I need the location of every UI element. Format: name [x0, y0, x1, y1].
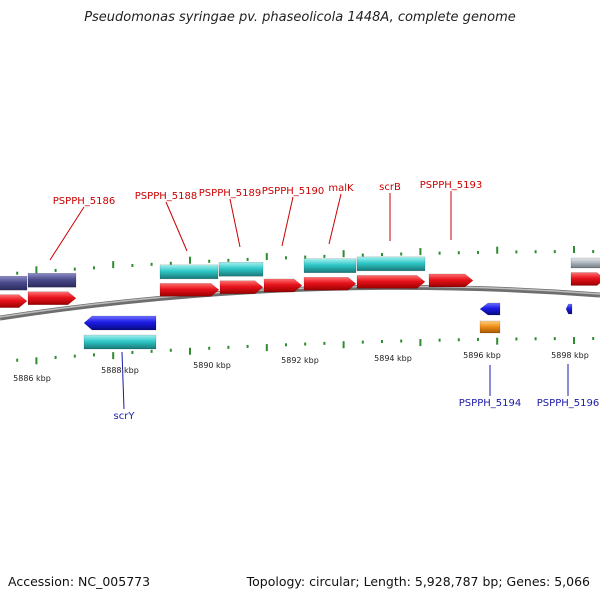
- cds-feature: [565, 303, 573, 315]
- gene-labels: PSPPH_5186 PSPPH_5188 PSPPH_5189 PSPPH_5190…: [49, 180, 599, 422]
- gene-feature: [218, 262, 264, 277]
- backbone-line: [0, 284, 600, 321]
- gene-feature: [303, 258, 357, 273]
- gene-label: scrB: [379, 182, 401, 193]
- label-leader: [49, 206, 85, 261]
- scale-label: 5886 kbp: [13, 374, 51, 383]
- cds-feature: [570, 272, 600, 286]
- accession-text: Accession: NC_005773: [8, 574, 151, 589]
- scale-ticks: 5886 kbp 5888 kbp 5890 kbp 5892 kbp 5894 kbp…: [13, 246, 595, 383]
- cds-feature: [27, 291, 77, 305]
- gene-label: scrY: [114, 411, 136, 422]
- scale-label: 5888 kbp: [101, 366, 139, 375]
- cds-feature: [303, 276, 357, 291]
- genome-summary: Topology: circular; Length: 5,928,787 bp…: [246, 574, 590, 589]
- gene-label: PSPPH_5188: [135, 191, 197, 202]
- label-leader: [328, 193, 342, 245]
- map-title: Pseudomonas syringae pv. phaseolicola 14…: [84, 10, 516, 25]
- rna-feature: [479, 320, 501, 334]
- scale-label: 5894 kbp: [374, 354, 412, 363]
- backbone-highlight: [0, 285, 600, 318]
- gene-label: PSPPH_5186: [53, 196, 115, 207]
- cds-feature: [159, 283, 220, 297]
- label-leader: [229, 198, 241, 248]
- label-leader: [121, 351, 125, 410]
- cds-feature: [0, 294, 28, 308]
- gene-feature: [570, 257, 600, 269]
- cds-feature: [83, 315, 157, 331]
- gene-label: PSPPH_5196: [537, 398, 599, 409]
- scale-label: 5898 kbp: [551, 351, 589, 360]
- gene-feature: [159, 264, 219, 280]
- gene-feature: [356, 256, 426, 272]
- gene-label: malK: [328, 183, 354, 194]
- label-leader: [281, 196, 294, 247]
- gene-label: PSPPH_5190: [262, 186, 324, 197]
- cds-feature: [428, 273, 474, 288]
- gene-features: [0, 256, 600, 350]
- cds-feature: [263, 278, 303, 293]
- scale-label: 5896 kbp: [463, 351, 501, 360]
- cds-feature: [356, 275, 426, 289]
- gene-feature: [83, 334, 157, 350]
- cds-feature: [219, 280, 264, 294]
- genome-backbone: [0, 284, 600, 321]
- gene-label: PSPPH_5194: [459, 398, 521, 409]
- label-leader: [165, 201, 188, 252]
- gene-feature: [27, 272, 77, 288]
- scale-label: 5890 kbp: [193, 361, 231, 370]
- gene-label: PSPPH_5193: [420, 180, 482, 191]
- gene-feature: [0, 275, 28, 291]
- gene-label: PSPPH_5189: [199, 188, 261, 199]
- scale-label: 5892 kbp: [281, 356, 319, 365]
- cds-feature: [479, 302, 501, 316]
